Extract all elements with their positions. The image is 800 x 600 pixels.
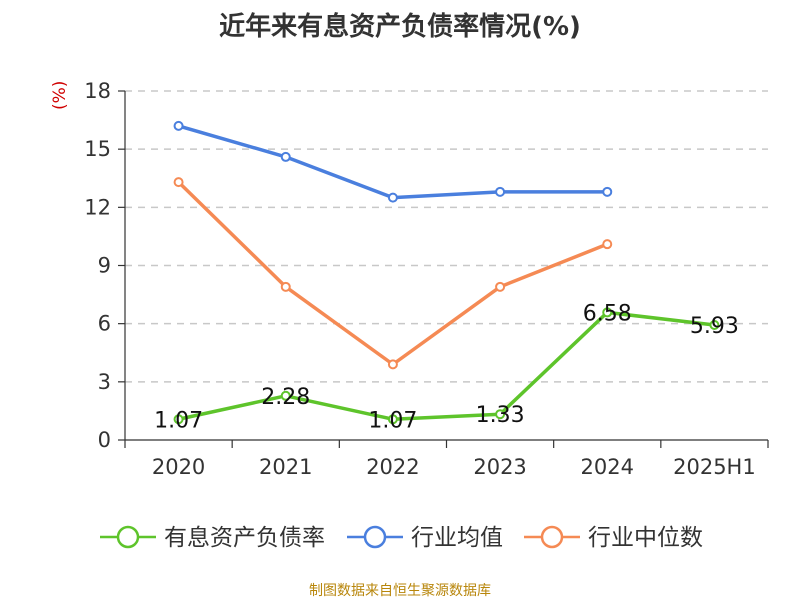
x-tick-label: 2025H1	[673, 455, 756, 479]
data-label: 2.28	[261, 385, 310, 410]
data-point	[280, 281, 291, 292]
source-note: 制图数据来自恒生聚源数据库	[309, 583, 491, 599]
x-tick-label: 2024	[581, 455, 634, 479]
series-line-2	[177, 180, 608, 367]
y-tick-label: 12	[84, 195, 111, 219]
data-point	[173, 120, 184, 131]
y-tick-label: 18	[84, 79, 111, 103]
data-label: 1.07	[368, 408, 417, 433]
data-point	[173, 177, 184, 188]
data-labels: 1.07 2.28 1.07 1.33 6.58 5.93	[154, 301, 739, 433]
y-tick-label: 15	[84, 137, 111, 161]
x-tick-label: 2023	[473, 455, 526, 479]
data-label: 1.07	[154, 408, 203, 433]
data-label: 6.58	[583, 301, 632, 326]
legend: 有息资产负债率 行业均值 行业中位数	[100, 525, 703, 551]
y-tick-label: 0	[98, 428, 111, 452]
series-line-0	[178, 310, 715, 422]
data-point	[602, 307, 613, 318]
axes: 0 3 6 9 12 15 18 2020 2021 2022 2023 2024 2025H1	[84, 79, 769, 479]
chart-title: 近年来有息资产负债率情况(%)	[219, 12, 581, 42]
grid-lines	[125, 90, 768, 383]
data-point	[495, 186, 506, 197]
data-point	[709, 320, 720, 331]
data-point	[280, 390, 291, 401]
data-label: 1.33	[476, 403, 525, 428]
legend-label: 行业均值	[411, 525, 503, 551]
series-lines	[173, 120, 720, 425]
y-tick-label: 6	[98, 312, 111, 336]
data-label: 5.93	[690, 314, 739, 339]
y-tick-label: 3	[98, 370, 111, 394]
data-point	[173, 414, 184, 425]
data-point	[387, 414, 398, 425]
data-point	[387, 192, 398, 203]
legend-marker	[116, 525, 140, 549]
data-point	[280, 151, 291, 162]
legend-marker	[363, 525, 387, 549]
data-point	[602, 186, 613, 197]
legend-label: 有息资产负债率	[164, 525, 325, 551]
series-line-1	[178, 124, 608, 200]
x-tick-label: 2021	[259, 455, 312, 479]
x-tick-label: 2020	[152, 455, 205, 479]
data-point	[495, 409, 506, 420]
x-tick-label: 2022	[366, 455, 419, 479]
data-point	[495, 281, 506, 292]
data-point	[602, 239, 613, 250]
legend-label: 行业中位数	[588, 525, 703, 551]
data-point	[387, 359, 398, 370]
legend-marker	[540, 525, 564, 549]
y-tick-label: 9	[98, 254, 111, 278]
